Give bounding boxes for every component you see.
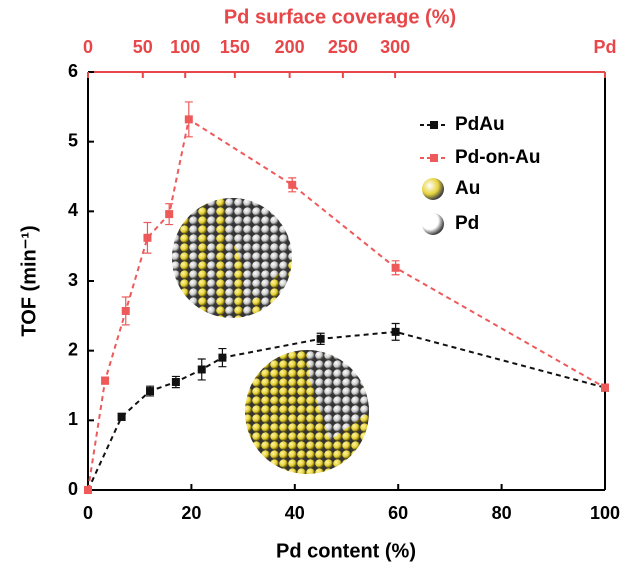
data-point bbox=[121, 306, 130, 315]
legend-marker bbox=[430, 154, 438, 162]
data-point bbox=[84, 486, 92, 494]
x2-tick-label: 100 bbox=[170, 37, 200, 57]
x2-tick-label: Pd bbox=[593, 37, 616, 57]
y-tick-label: 6 bbox=[68, 61, 78, 81]
y-tick-label: 0 bbox=[68, 479, 78, 499]
legend-sphere bbox=[422, 178, 444, 200]
data-point bbox=[316, 334, 325, 343]
x-tick-label: 60 bbox=[388, 503, 408, 523]
x2-tick-label: 50 bbox=[133, 37, 153, 57]
x2-tick-label: 200 bbox=[275, 37, 305, 57]
y-tick-label: 2 bbox=[68, 339, 78, 359]
y-tick-label: 1 bbox=[68, 409, 78, 429]
data-point bbox=[218, 353, 227, 362]
y-tick-label: 4 bbox=[68, 200, 78, 220]
data-point bbox=[391, 327, 400, 336]
x2-axis-title: Pd surface coverage (%) bbox=[224, 6, 456, 28]
data-point bbox=[101, 376, 110, 385]
data-point bbox=[117, 412, 126, 421]
x-tick-label: 20 bbox=[181, 503, 201, 523]
x-tick-label: 100 bbox=[590, 503, 620, 523]
inset-sphere bbox=[172, 198, 292, 318]
data-point bbox=[146, 387, 155, 396]
y-axis-title: TOF (min⁻¹) bbox=[18, 225, 40, 336]
x-tick-label: 40 bbox=[285, 503, 305, 523]
legend-label: Au bbox=[455, 178, 480, 199]
legend-label: PdAu bbox=[455, 114, 505, 135]
x2-tick-label: 250 bbox=[328, 37, 358, 57]
data-point bbox=[184, 115, 193, 124]
legend-sphere bbox=[422, 213, 444, 235]
data-point bbox=[601, 383, 609, 392]
legend-label: Pd-on-Au bbox=[455, 147, 540, 168]
data-point bbox=[165, 210, 174, 219]
y-tick-label: 5 bbox=[68, 130, 78, 150]
x2-tick-label: 300 bbox=[380, 37, 410, 57]
data-point bbox=[288, 180, 297, 189]
data-point bbox=[143, 233, 152, 242]
data-point bbox=[197, 365, 206, 374]
x-tick-label: 80 bbox=[492, 503, 512, 523]
y-tick-label: 3 bbox=[68, 270, 78, 290]
data-point bbox=[171, 378, 180, 387]
legend-marker bbox=[430, 121, 438, 129]
x2-tick-label: 0 bbox=[83, 37, 93, 57]
legend-label: Pd bbox=[455, 213, 479, 234]
inset-sphere bbox=[245, 350, 369, 474]
x2-tick-label: 150 bbox=[220, 37, 250, 57]
x-axis-title: Pd content (%) bbox=[276, 540, 416, 562]
data-point bbox=[391, 263, 400, 272]
x-tick-label: 0 bbox=[83, 503, 93, 523]
